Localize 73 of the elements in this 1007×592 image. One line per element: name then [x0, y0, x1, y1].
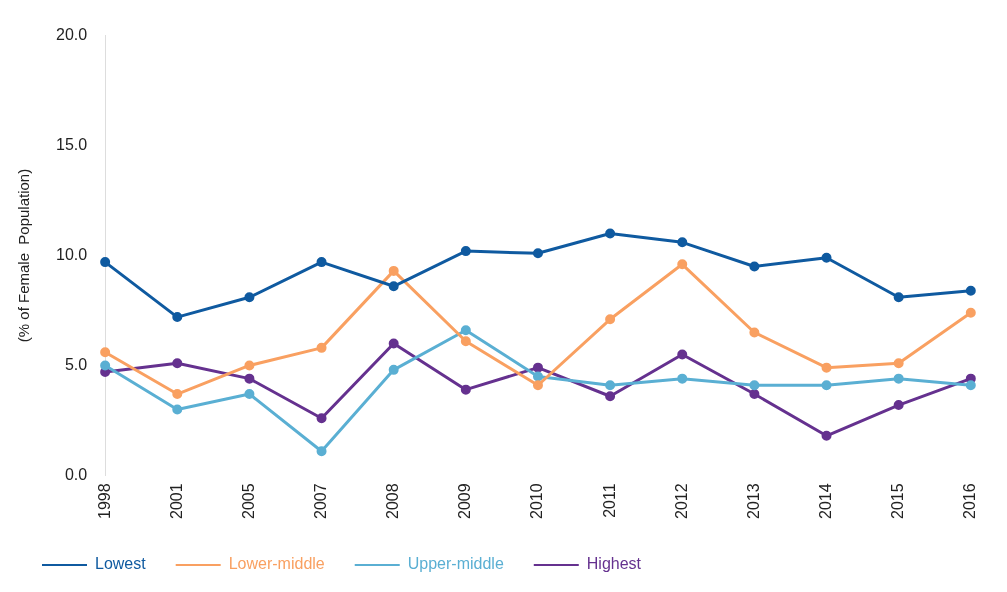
point [893, 400, 904, 411]
point [532, 362, 543, 373]
x-tick-label: 2013 [744, 483, 762, 519]
point [677, 237, 688, 248]
point [244, 389, 255, 400]
point [821, 362, 832, 373]
point [532, 248, 543, 259]
point [100, 257, 111, 268]
x-tick-label: 2007 [311, 483, 329, 519]
point [244, 360, 255, 371]
y-tick-label: 5.0 [64, 355, 88, 373]
point [965, 285, 976, 296]
point [605, 314, 616, 325]
point [605, 391, 616, 402]
point [244, 373, 255, 384]
point [749, 380, 760, 391]
point [100, 347, 111, 358]
legend-label: Upper-middle [407, 555, 504, 573]
point [893, 292, 904, 303]
point [749, 327, 760, 338]
point [821, 430, 832, 441]
point [605, 380, 616, 391]
point [677, 349, 688, 360]
x-tick-label: 1998 [95, 483, 113, 519]
point [749, 389, 760, 400]
point [821, 252, 832, 263]
legend-label: Lower-middle [228, 555, 325, 573]
point [677, 373, 688, 384]
point [532, 371, 543, 382]
y-tick-label: 0.0 [64, 465, 88, 483]
point [821, 380, 832, 391]
point [172, 358, 183, 369]
point [749, 261, 760, 272]
x-tick-label: 2005 [239, 483, 257, 519]
x-tick-label: 2014 [816, 483, 834, 519]
legend-label: Highest [586, 555, 642, 573]
x-tick-label: 2009 [456, 483, 474, 519]
point [965, 307, 976, 318]
x-tick-label: 2015 [889, 483, 907, 519]
x-tick-label: 2001 [167, 483, 185, 519]
point [100, 360, 111, 371]
point [893, 373, 904, 384]
x-tick-label: 2011 [600, 483, 618, 518]
point [388, 265, 399, 276]
point [893, 358, 904, 369]
point [460, 384, 471, 395]
point [460, 325, 471, 336]
point [172, 389, 183, 400]
x-tick-label: 2016 [961, 483, 979, 519]
x-tick-label: 2008 [384, 483, 402, 519]
point [244, 292, 255, 303]
point [172, 312, 183, 323]
point [172, 404, 183, 415]
point [388, 281, 399, 292]
point [316, 342, 327, 353]
point [316, 257, 327, 268]
x-tick-label: 2010 [528, 483, 546, 519]
legend-label: Lowest [95, 555, 147, 573]
x-tick-label: 2012 [672, 483, 690, 519]
point [316, 446, 327, 457]
point [388, 338, 399, 349]
y-tick-label: 15.0 [56, 135, 88, 153]
y-axis-title: (% of Female Population) [15, 168, 33, 343]
point [460, 246, 471, 257]
point [532, 380, 543, 391]
point [388, 364, 399, 375]
y-tick-label: 10.0 [56, 245, 88, 263]
point [965, 380, 976, 391]
point [460, 336, 471, 347]
point [316, 413, 327, 424]
point [677, 259, 688, 270]
point [605, 228, 616, 239]
y-tick-label: 20.0 [56, 26, 88, 44]
